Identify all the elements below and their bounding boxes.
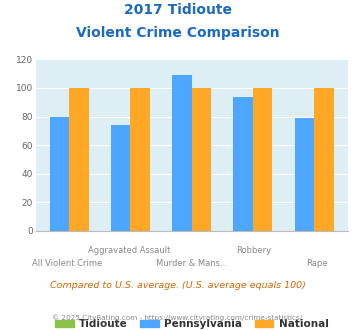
Text: Aggravated Assault: Aggravated Assault xyxy=(88,246,170,255)
Text: Compared to U.S. average. (U.S. average equals 100): Compared to U.S. average. (U.S. average … xyxy=(50,281,305,290)
Bar xyxy=(253,88,273,231)
Bar xyxy=(192,88,211,231)
Text: Murder & Mans...: Murder & Mans... xyxy=(156,259,228,268)
Bar xyxy=(131,88,150,231)
Text: All Violent Crime: All Violent Crime xyxy=(32,259,102,268)
Bar xyxy=(295,118,314,231)
Text: 2017 Tidioute: 2017 Tidioute xyxy=(124,3,231,17)
Bar xyxy=(172,75,192,231)
Text: Rape: Rape xyxy=(306,259,327,268)
Legend: Tidioute, Pennsylvania, National: Tidioute, Pennsylvania, National xyxy=(51,315,333,330)
Text: © 2025 CityRating.com - https://www.cityrating.com/crime-statistics/: © 2025 CityRating.com - https://www.city… xyxy=(53,314,302,321)
Bar xyxy=(111,125,131,231)
Text: Violent Crime Comparison: Violent Crime Comparison xyxy=(76,26,279,40)
Bar xyxy=(69,88,89,231)
Text: Robbery: Robbery xyxy=(237,246,272,255)
Bar xyxy=(314,88,334,231)
Bar xyxy=(233,97,253,231)
Bar xyxy=(50,116,69,231)
